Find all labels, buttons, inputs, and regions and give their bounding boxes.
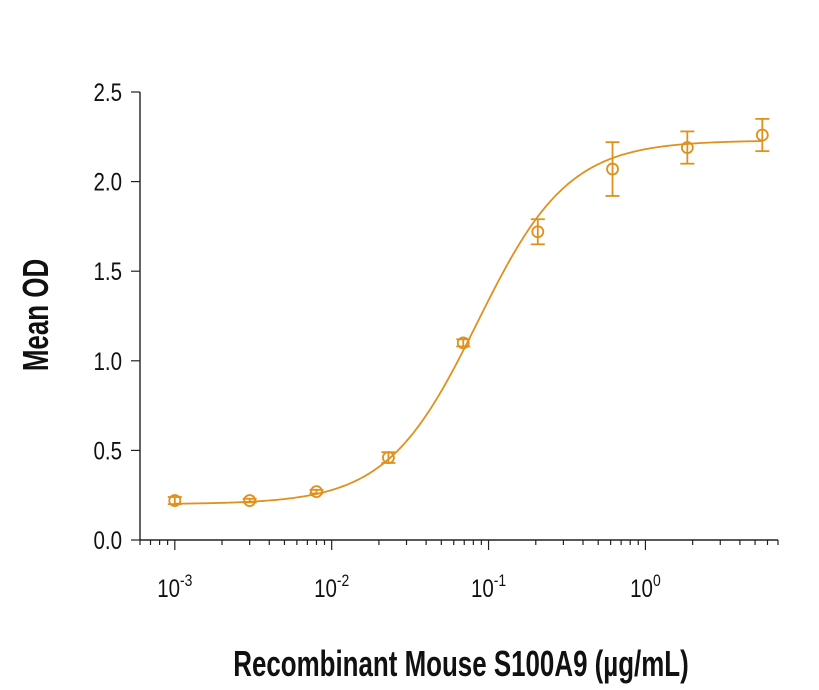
data-points <box>167 117 770 507</box>
y-tick-label: 1.0 <box>94 347 122 375</box>
x-tick-exponent: -3 <box>180 572 192 591</box>
x-tick-base: 10 <box>314 574 337 602</box>
y-tick-label: 0.5 <box>94 436 122 464</box>
x-tick-exponent: -2 <box>337 572 349 591</box>
x-tick-label: 10-1 <box>471 572 506 603</box>
plot-area <box>167 117 770 507</box>
data-point <box>755 117 770 153</box>
y-tick-label: 2.0 <box>94 168 122 196</box>
point-marker <box>243 494 257 507</box>
data-point <box>456 336 471 350</box>
data-point <box>309 485 324 499</box>
point-marker <box>382 451 395 464</box>
x-tick-base: 10 <box>471 574 494 602</box>
x-tick-label: 100 <box>630 572 661 603</box>
x-tick-exponent: 0 <box>653 572 661 591</box>
y-tick-label: 2.5 <box>94 78 122 106</box>
fit-curve <box>174 140 763 505</box>
data-point <box>605 141 620 197</box>
data-point <box>680 130 695 165</box>
x-tick-label: 10-3 <box>157 572 192 603</box>
point-marker <box>456 336 470 350</box>
point-marker <box>310 485 323 499</box>
y-axis-ticks: 0.0 0.5 1.0 1.5 2.0 2.5 <box>94 78 140 554</box>
data-point <box>381 451 396 464</box>
x-axis-ticks: 10-3 10-2 10-1 100 <box>139 540 779 603</box>
axes <box>139 92 778 541</box>
point-marker <box>168 494 182 507</box>
x-tick-exponent: -1 <box>494 572 506 591</box>
data-point <box>530 218 545 246</box>
data-point <box>242 494 257 507</box>
x-axis-title: Recombinant Mouse S100A9 (µg/mL) <box>233 644 689 684</box>
point-marker <box>531 225 545 239</box>
data-point <box>167 494 182 507</box>
x-tick-label: 10-2 <box>314 572 349 603</box>
point-marker <box>680 141 694 154</box>
y-tick-label: 0.0 <box>94 526 122 554</box>
x-tick-base: 10 <box>157 574 180 602</box>
point-marker <box>755 128 769 142</box>
point-marker <box>606 162 619 176</box>
y-axis-title: Mean OD <box>16 259 56 371</box>
x-tick-base: 10 <box>630 574 653 602</box>
y-tick-label: 1.5 <box>94 257 122 285</box>
